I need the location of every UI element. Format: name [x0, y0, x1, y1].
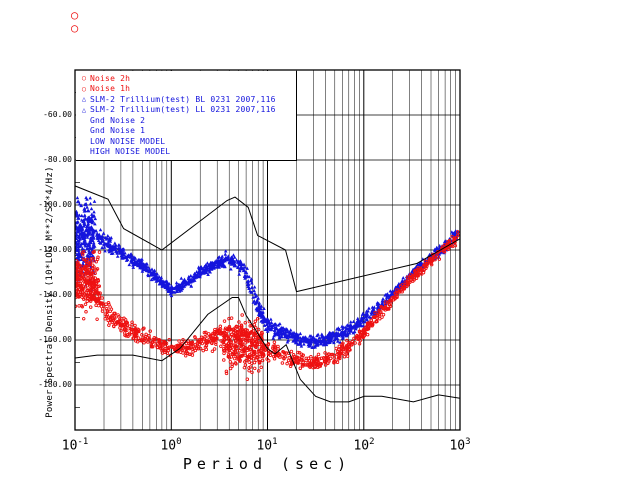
legend-row-2: △ SLM-2 Trillium(test) BL 0231 2007,116 [78, 94, 296, 105]
x-axis-title: Period (sec) [182, 455, 352, 473]
x-tick-base: 10 [160, 438, 177, 454]
legend-label: Noise 1h [90, 84, 131, 94]
x-tick-label: 103 [438, 437, 482, 453]
x-tick-label: 10-1 [53, 437, 97, 453]
y-tick-label: -180.00 [38, 380, 72, 389]
x-tick-label: 102 [342, 437, 386, 453]
y-tick-label: -120.00 [38, 245, 72, 254]
y-tick-label: -140.00 [38, 290, 72, 299]
circle-marker-icon: ○ [71, 21, 79, 35]
x-tick-exp: 0 [176, 437, 182, 447]
legend-label: HIGH NOISE MODEL [90, 147, 171, 157]
y-tick-label: -160.00 [38, 335, 72, 344]
x-tick-base: 10 [256, 438, 273, 454]
y-tick-label: -60.00 [43, 110, 72, 119]
x-tick-exp: 3 [465, 437, 471, 447]
legend-row-4: Gnd Noise 2 [78, 115, 296, 126]
circle-marker-icon: ○ [81, 84, 87, 93]
legend-row-3: △ SLM-2 Trillium(test) LL 0231 2007,116 [78, 105, 296, 116]
legend-label: SLM-2 Trillium(test) LL 0231 2007,116 [90, 105, 276, 115]
y-tick-label: -100.00 [38, 200, 72, 209]
x-tick-base: 10 [353, 438, 370, 454]
x-tick-label: 101 [245, 437, 289, 453]
x-tick-label: 100 [149, 437, 193, 453]
legend-row-0: ○ Noise 2h [78, 73, 296, 84]
legend-row-6: LOW NOISE MODEL [78, 136, 296, 147]
legend-row-7: HIGH NOISE MODEL [78, 147, 296, 158]
triangle-marker-icon: △ [81, 105, 87, 114]
y-tick-label: -80.00 [43, 155, 72, 164]
x-tick-base: 10 [61, 438, 78, 454]
triangle-marker-icon: △ [81, 95, 87, 104]
legend-label: Noise 2h [90, 73, 131, 83]
legend-label: Gnd Noise 2 [90, 115, 146, 125]
legend-label: LOW NOISE MODEL [90, 136, 166, 146]
legend-row-5: Gnd Noise 1 [78, 126, 296, 137]
legend-row-1: ○ Noise 1h [78, 84, 296, 95]
x-tick-exp: -1 [77, 437, 89, 447]
x-tick-exp: 1 [272, 437, 278, 447]
circle-marker-icon: ○ [81, 74, 87, 83]
x-tick-exp: 2 [369, 437, 375, 447]
x-tick-base: 10 [449, 438, 466, 454]
legend-label: SLM-2 Trillium(test) BL 0231 2007,116 [90, 94, 276, 104]
legend-label: Gnd Noise 1 [90, 126, 146, 136]
legend: ○ Noise 2h ○ Noise 1h △ SLM-2 Trillium(t… [76, 71, 297, 161]
circle-marker-icon: ○ [71, 8, 79, 22]
